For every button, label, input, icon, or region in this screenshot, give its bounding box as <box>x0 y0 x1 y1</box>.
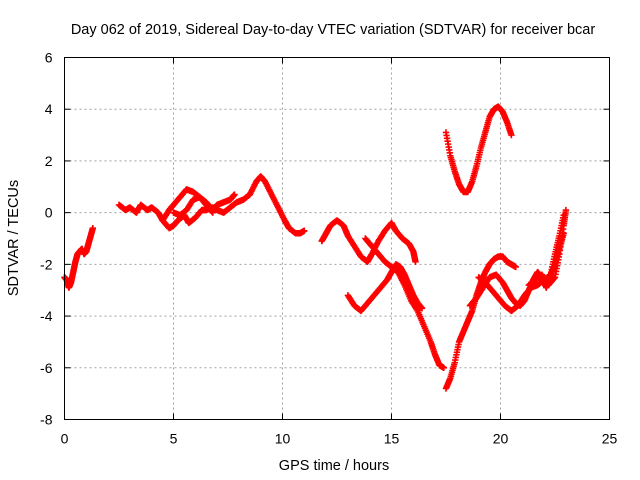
chart-title: Day 062 of 2019, Sidereal Day-to-day VTE… <box>71 22 596 38</box>
data-point <box>208 208 216 215</box>
data-point <box>413 306 421 313</box>
x-tick-label: 15 <box>384 431 400 447</box>
x-tick-label: 0 <box>61 431 69 447</box>
series-g <box>362 235 448 371</box>
series-a <box>61 224 97 291</box>
y-tick-label: 6 <box>45 50 53 66</box>
series-c <box>159 186 238 224</box>
y-tick-label: -4 <box>40 308 53 324</box>
plot-frame <box>64 57 610 420</box>
data-point <box>231 191 238 198</box>
x-axis-label: GPS time / hours <box>279 458 389 474</box>
data-point <box>89 224 97 232</box>
tick-label-layer: 0 5 10 15 20 25 -8 -6 -4 -2 0 2 4 6 <box>40 50 617 447</box>
tick-layer <box>64 57 610 420</box>
x-tick-label: 10 <box>275 431 291 447</box>
x-tick-label: 20 <box>493 431 509 447</box>
x-tick-label: 5 <box>170 431 178 447</box>
data-layer <box>61 103 570 392</box>
series-e <box>318 217 419 265</box>
data-point <box>550 275 558 282</box>
grid-layer <box>64 57 610 420</box>
y-tick-label: 4 <box>45 101 53 117</box>
y-tick-label: -6 <box>40 360 53 376</box>
series-k <box>525 206 570 289</box>
series-l <box>442 103 515 196</box>
data-point <box>508 131 515 139</box>
y-axis-label: SDTVAR / TECUs <box>6 180 22 296</box>
series-b <box>115 173 308 237</box>
y-tick-label: -2 <box>40 256 53 272</box>
data-point <box>301 227 308 234</box>
x-tick-label: 25 <box>602 431 618 447</box>
data-point <box>209 209 216 216</box>
series-f <box>344 261 426 315</box>
series-d <box>170 193 216 219</box>
data-point <box>562 206 570 214</box>
y-tick-label: 0 <box>45 205 53 221</box>
data-point <box>418 305 426 312</box>
data-point <box>512 263 519 271</box>
series-i <box>466 212 567 309</box>
y-tick-label: -8 <box>40 412 53 428</box>
data-point <box>440 364 448 371</box>
series-h <box>442 253 519 392</box>
data-point <box>412 258 419 265</box>
y-tick-label: 2 <box>45 153 53 169</box>
